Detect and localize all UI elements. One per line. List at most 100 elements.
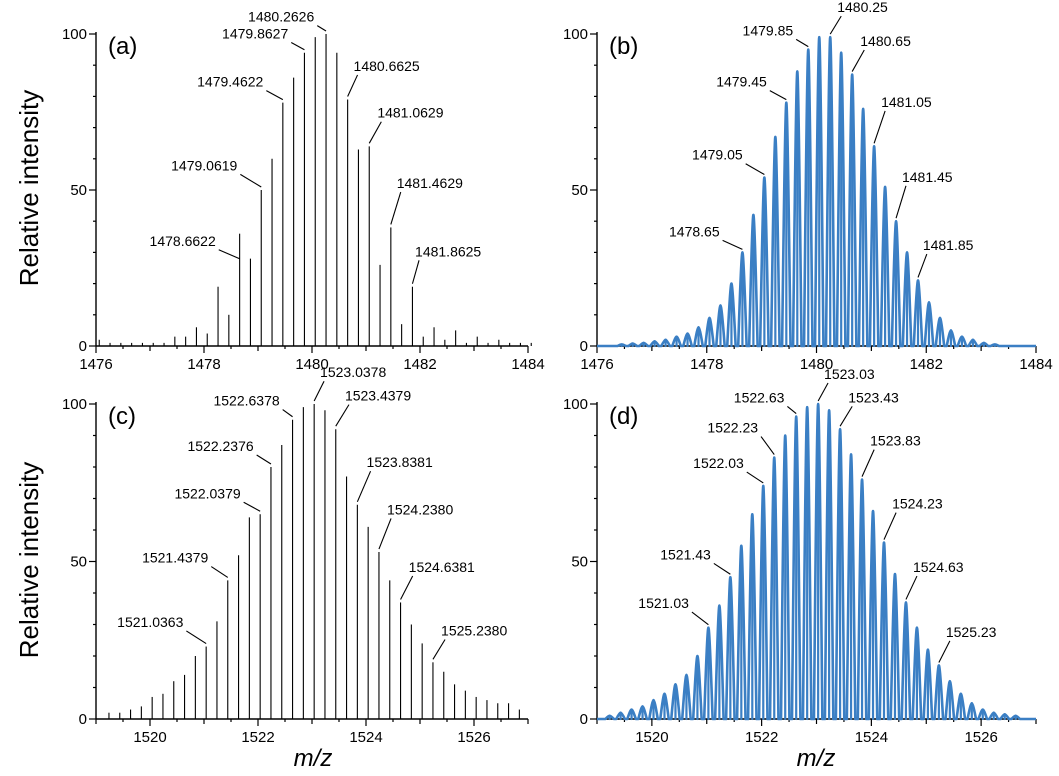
annotation-label-b: 1479.05 bbox=[692, 147, 743, 163]
annotation-label-a: 1479.0619 bbox=[171, 157, 237, 173]
x-tick-label-b: 1484 bbox=[1019, 356, 1052, 373]
annotation-leader-c bbox=[210, 566, 229, 578]
annotation-label-a: 1481.4629 bbox=[397, 175, 463, 191]
annotation-label-c: 1522.0379 bbox=[174, 485, 240, 501]
y-tick-label-c: 100 bbox=[62, 396, 87, 413]
annotation-label-b: 1481.85 bbox=[923, 237, 974, 253]
annotation-leader-b bbox=[851, 49, 865, 72]
y-tick-label-d: 100 bbox=[563, 396, 588, 413]
panel-label-b: (b) bbox=[609, 33, 638, 60]
annotation-label-c: 1521.4379 bbox=[142, 550, 208, 566]
x-tick-label-b: 1476 bbox=[580, 356, 613, 373]
annotation-label-b: 1481.45 bbox=[902, 169, 953, 185]
spectrum-line-b bbox=[597, 35, 1036, 348]
annotation-leader-b bbox=[745, 163, 765, 175]
annotation-label-c: 1524.2380 bbox=[387, 501, 453, 517]
x-tick-label-c: 1520 bbox=[133, 729, 166, 746]
panel-label-c: (c) bbox=[108, 403, 136, 430]
xlabel-right: m/z bbox=[797, 745, 836, 772]
annotation-label-d: 1523.43 bbox=[848, 389, 899, 405]
y-tick-label-a: 0 bbox=[79, 338, 87, 355]
x-tick-label-c: 1524 bbox=[349, 729, 382, 746]
panel-label-d: (d) bbox=[609, 403, 638, 430]
annotation-leader-a bbox=[266, 90, 284, 101]
annotation-leader-d bbox=[861, 449, 875, 477]
x-tick-label-d: 1524 bbox=[855, 729, 888, 746]
x-tick-label-a: 1476 bbox=[79, 356, 112, 373]
x-tick-label-b: 1478 bbox=[690, 356, 723, 373]
annotation-leader-c bbox=[335, 404, 350, 427]
annotation-label-d: 1524.63 bbox=[913, 559, 964, 575]
annotation-label-b: 1481.05 bbox=[881, 94, 932, 110]
y-tick-label-b: 100 bbox=[563, 26, 588, 43]
annotation-leader-c bbox=[313, 380, 325, 402]
annotation-leader-a bbox=[368, 121, 382, 144]
annotation-leader-c bbox=[186, 630, 207, 645]
annotation-leader-b bbox=[769, 90, 787, 101]
annotation-leader-c bbox=[400, 575, 414, 600]
x-tick-label-a: 1480 bbox=[295, 356, 328, 373]
annotation-label-c: 1522.2376 bbox=[187, 438, 253, 454]
x-tick-label-d: 1520 bbox=[635, 729, 668, 746]
y-tick-label-b: 50 bbox=[571, 182, 588, 199]
annotation-leader-a bbox=[240, 173, 262, 188]
y-tick-label-a: 100 bbox=[62, 26, 87, 43]
annotation-label-a: 1478.6622 bbox=[150, 233, 216, 249]
annotation-label-d: 1522.23 bbox=[707, 420, 758, 436]
x-tick-label-c: 1522 bbox=[241, 729, 274, 746]
x-tick-label-b: 1482 bbox=[910, 356, 943, 373]
annotation-leader-b bbox=[829, 15, 842, 35]
annotation-label-b: 1479.45 bbox=[716, 74, 767, 90]
annotation-label-c: 1523.4379 bbox=[345, 388, 411, 404]
annotation-label-d: 1525.23 bbox=[946, 624, 997, 640]
annotation-label-c: 1522.6378 bbox=[213, 393, 279, 409]
annotation-leader-d bbox=[713, 562, 731, 575]
x-tick-label-d: 1522 bbox=[745, 729, 778, 746]
panel-a: 1476 1478 1480 1482 1484 0 50 100 (a) 1478.6622 14… bbox=[62, 9, 545, 373]
annotation-leader-c bbox=[243, 501, 261, 512]
annotation-leader-d bbox=[938, 640, 951, 663]
annotation-leader-a bbox=[290, 42, 305, 51]
annotation-leader-b bbox=[917, 253, 928, 278]
annotation-leader-c bbox=[282, 409, 293, 418]
y-tick-label-a: 50 bbox=[70, 182, 87, 199]
y-tick-label-d: 0 bbox=[580, 711, 588, 728]
annotation-label-a: 1479.8627 bbox=[222, 26, 288, 42]
ylabel-bottom: Relative intensity bbox=[14, 462, 44, 659]
x-tick-label-a: 1482 bbox=[403, 356, 436, 373]
annotation-label-b: 1478.65 bbox=[669, 223, 720, 239]
panel-c: 1520 1522 1524 1526 0 50 100 (c) 1521.0363 1521.4… bbox=[62, 364, 529, 746]
annotation-leader-d bbox=[883, 512, 897, 540]
annotation-leader-a bbox=[390, 191, 402, 225]
x-tick-label-a: 1478 bbox=[187, 356, 220, 373]
annotation-label-c: 1523.8381 bbox=[367, 454, 433, 470]
panel-b: 1476 1478 1480 1482 1484 0 50 100 (b) 1478.65 1479… bbox=[563, 0, 1053, 373]
x-tick-label-b: 1480 bbox=[800, 356, 833, 373]
annotation-label-a: 1480.2626 bbox=[248, 9, 314, 25]
annotation-leader-b bbox=[722, 239, 743, 250]
annotation-leader-c bbox=[356, 470, 372, 503]
annotation-label-d: 1524.23 bbox=[892, 496, 943, 512]
annotation-label-d: 1522.63 bbox=[734, 389, 785, 405]
y-tick-label-d: 50 bbox=[571, 554, 588, 571]
panel-d: 1520 1522 1524 1526 0 50 100 (d) 1521.03 1521.43 1… bbox=[563, 366, 1037, 746]
annotation-label-a: 1481.8625 bbox=[415, 243, 481, 259]
annotation-label-c: 1525.2380 bbox=[441, 623, 507, 639]
annotation-leader-c bbox=[378, 518, 392, 550]
annotation-label-b: 1480.65 bbox=[860, 33, 911, 49]
annotation-leader-d bbox=[905, 575, 918, 600]
annotation-leader-a bbox=[411, 260, 420, 284]
annotation-leader-b bbox=[895, 185, 907, 219]
annotation-leader-b bbox=[795, 38, 809, 48]
annotation-label-a: 1481.0629 bbox=[377, 105, 443, 121]
xlabel-left: m/z bbox=[294, 745, 333, 772]
annotation-leader-c bbox=[256, 454, 272, 465]
annotation-label-a: 1480.6625 bbox=[354, 58, 420, 74]
x-tick-label-d: 1526 bbox=[964, 729, 997, 746]
x-tick-label-c: 1526 bbox=[457, 729, 490, 746]
annotation-label-c: 1524.6381 bbox=[409, 559, 475, 575]
annotation-leader-d bbox=[691, 611, 709, 626]
annotation-leader-a bbox=[218, 249, 240, 260]
annotation-leader-d bbox=[760, 436, 775, 455]
